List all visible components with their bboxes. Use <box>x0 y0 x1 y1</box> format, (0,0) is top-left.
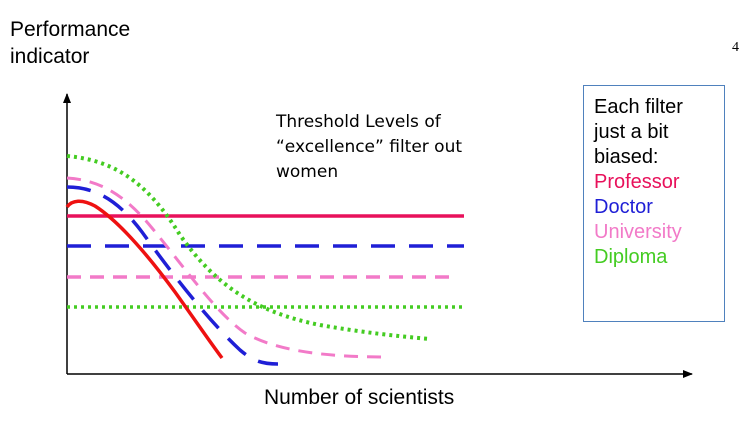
legend-heading-line-3: biased: <box>594 146 659 168</box>
legend-item-university: University <box>594 221 682 243</box>
legend-item-doctor: Doctor <box>594 196 653 218</box>
diploma-curve <box>66 154 431 341</box>
professor-curve <box>65 199 224 360</box>
university-curve <box>66 176 389 359</box>
legend-item-professor: Professor <box>594 171 680 193</box>
y-axis-label: Performance indicator <box>10 16 130 70</box>
y-axis-label-line-2: indicator <box>10 45 90 68</box>
filter-legend-box: Each filter just a bit biased: Professor… <box>583 85 725 322</box>
annotation-line-3: women <box>276 162 339 182</box>
legend-heading-line-2: just a bit <box>594 121 669 143</box>
slide-number: 4 <box>732 40 739 55</box>
y-axis-label-line-1: Performance <box>10 18 131 41</box>
doctor-curve <box>66 185 279 366</box>
threshold-annotation: Threshold Levels of “excellence” filter … <box>276 110 462 185</box>
annotation-line-1: Threshold Levels of <box>276 112 441 132</box>
x-axis-label: Number of scientists <box>264 386 455 409</box>
legend-heading-line-1: Each filter <box>594 96 683 118</box>
annotation-line-2: “excellence” filter out <box>276 137 463 157</box>
legend-item-diploma: Diploma <box>594 246 668 268</box>
